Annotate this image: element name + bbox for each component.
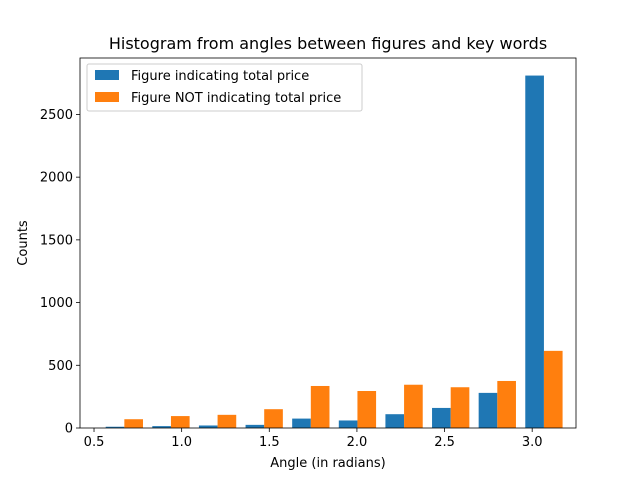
- x-tick-label: 1.5: [259, 435, 280, 450]
- y-tick-label: 1500: [40, 233, 73, 248]
- bar-series-1-bin-6: [338, 420, 358, 428]
- plot-frame: [79, 57, 577, 429]
- bar-series-2-bin-5: [310, 385, 330, 428]
- bar-series-1-bin-2: [152, 426, 171, 428]
- bar-series-2-bin-10: [543, 350, 563, 428]
- bar-series-2-bin-2: [170, 416, 190, 428]
- chart-title: Histogram from angles between figures an…: [109, 34, 547, 53]
- y-tick-label: 2000: [40, 171, 73, 186]
- legend-label-series-2: Figure NOT indicating total price: [131, 91, 341, 106]
- bar-series-2-bin-3: [217, 414, 237, 428]
- bar-series-1-bin-7: [385, 414, 405, 428]
- bar-series-2-bin-9: [497, 380, 516, 428]
- bar-series-2-bin-1: [124, 419, 143, 428]
- bar-series-2-bin-4: [264, 409, 283, 428]
- bars-group: [105, 75, 563, 428]
- bar-series-1-bin-5: [292, 418, 311, 428]
- x-tick-label: 1.0: [171, 435, 192, 450]
- x-tick-label: 2.5: [434, 435, 455, 450]
- y-tick-label: 1000: [40, 296, 73, 311]
- x-tick-label: 0.5: [84, 435, 105, 450]
- bar-series-1-bin-3: [198, 425, 218, 428]
- bar-series-1-bin-8: [432, 407, 451, 428]
- y-tick-label: 0: [65, 422, 73, 437]
- legend: Figure indicating total price Figure NOT…: [86, 63, 363, 112]
- bar-series-2-bin-7: [404, 384, 423, 428]
- legend-label-series-1: Figure indicating total price: [131, 69, 309, 84]
- x-tick-label: 3.0: [522, 435, 543, 450]
- bar-series-2-bin-8: [450, 387, 470, 428]
- bar-series-1-bin-9: [478, 392, 498, 428]
- y-axis-label: Counts: [16, 220, 31, 266]
- y-axis-ticks: 0 500 1000 1500 2000 2500: [40, 108, 80, 437]
- x-axis-label: Angle (in radians): [270, 456, 385, 471]
- bar-series-1-bin-10: [525, 75, 544, 428]
- legend-swatch-series-2: [95, 92, 119, 102]
- legend-box: [86, 63, 363, 112]
- bar-series-2-bin-6: [357, 391, 377, 428]
- bar-series-1-bin-1: [105, 426, 125, 428]
- legend-swatch-series-1: [95, 70, 119, 80]
- bar-series-1-bin-4: [245, 424, 265, 428]
- y-tick-label: 2500: [40, 108, 73, 123]
- x-axis-ticks: 0.5 1.0 1.5 2.0 2.5 3.0: [84, 428, 543, 450]
- y-tick-label: 500: [48, 359, 73, 374]
- x-tick-label: 2.0: [347, 435, 368, 450]
